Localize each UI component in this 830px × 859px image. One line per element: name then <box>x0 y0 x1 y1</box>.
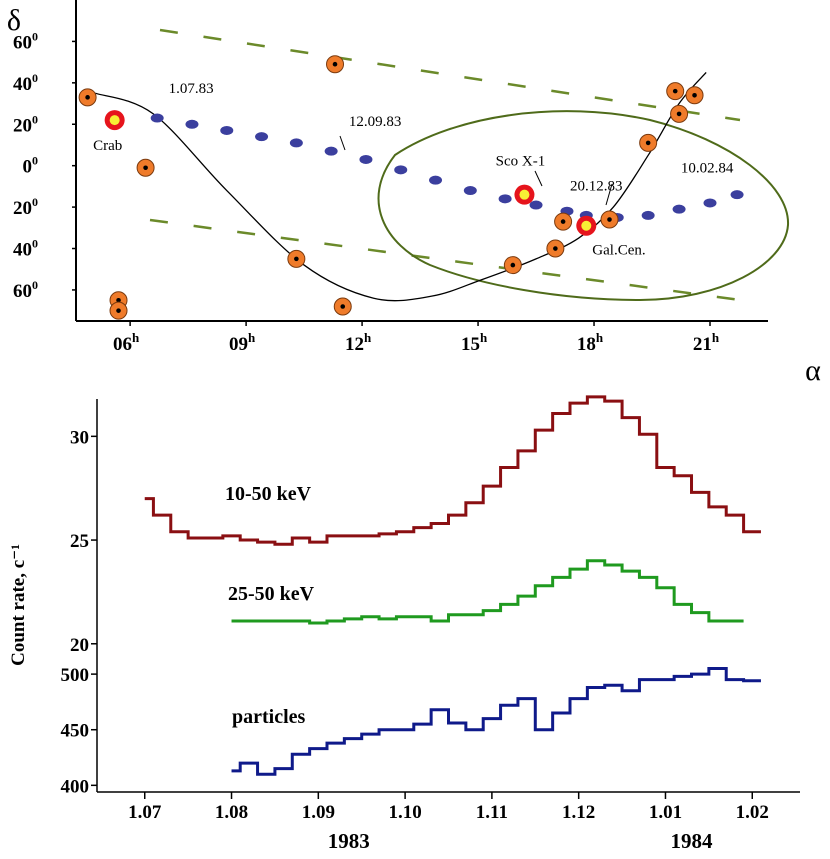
source-marker <box>333 297 352 316</box>
series-line <box>231 667 761 776</box>
track-point <box>498 194 512 204</box>
sky-map: 1.07.83 12.09.83 20.12.83 10.02.84 Crab Sco … <box>7 0 821 387</box>
rate-x-tick-label: 1.02 <box>736 802 769 823</box>
source-marker <box>554 212 573 231</box>
series-labels: 10-50 keV 25-50 keV particles <box>225 483 315 728</box>
x-tick-label: 12h <box>345 330 372 355</box>
series-line <box>144 395 761 546</box>
track-point <box>359 154 373 164</box>
rate-y-tick-label: 400 <box>61 776 90 797</box>
rate-x-tick-label: 1.12 <box>562 802 595 823</box>
track-date-label: 1.07.83 <box>169 81 214 97</box>
rate-y-tick-label: 20 <box>70 635 89 656</box>
source-marker <box>600 210 619 229</box>
track-point <box>394 165 408 175</box>
track-labels: 1.07.83 12.09.83 20.12.83 10.02.84 <box>169 81 734 194</box>
track-point <box>324 146 338 156</box>
series-label: 10-50 keV <box>225 483 312 505</box>
bright-source-marker <box>104 110 125 131</box>
y-tick-label: 400 <box>13 237 38 261</box>
track-point <box>730 190 744 200</box>
rate-y-tick-label: 30 <box>70 427 89 448</box>
source-marker <box>546 239 565 258</box>
x-tick-label: 21h <box>693 330 720 355</box>
source-marker <box>666 82 685 101</box>
callout-lines <box>339 135 613 206</box>
rate-y-ticks: 30 25 20 500 450 400 <box>61 427 97 797</box>
rate-x-ticks: 1.07 1.08 1.09 1.10 1.11 1.12 1.01 1.02 <box>128 792 769 823</box>
year-label: 1984 <box>671 829 714 853</box>
rate-x-tick-label: 1.10 <box>388 802 421 823</box>
rate-x-tick-label: 1.11 <box>476 802 508 823</box>
bright-source-markers <box>104 110 597 236</box>
track-date-label: 10.02.84 <box>681 161 734 177</box>
bright-source-marker <box>514 184 535 205</box>
rate-series <box>144 395 761 776</box>
year-labels: 1983 1984 <box>328 829 713 853</box>
bright-source-marker <box>576 215 597 236</box>
y-tick-label: 600 <box>13 278 38 302</box>
bright-source-label: Sco X-1 <box>496 154 546 170</box>
rate-x-tick-label: 1.08 <box>215 802 248 823</box>
rate-y-tick-label: 450 <box>61 721 90 742</box>
count-rate-chart: 30 25 20 500 450 400 1.07 1.08 1.09 1.10 1.11 1.12… <box>8 395 800 853</box>
bright-source-label: Gal.Cen. <box>592 243 645 259</box>
track-point <box>529 200 543 210</box>
rate-y-tick-label: 25 <box>70 531 89 552</box>
x-tick-label: 06h <box>113 330 140 355</box>
bright-source-label: Crab <box>93 138 122 154</box>
year-label: 1983 <box>328 829 370 853</box>
source-marker <box>287 249 306 268</box>
source-marker <box>78 88 97 107</box>
track-point <box>255 132 269 142</box>
track-point <box>703 198 717 208</box>
x-tick-label: 18h <box>577 330 604 355</box>
track-date-label: 12.09.83 <box>349 114 402 130</box>
series-label: particles <box>232 706 306 728</box>
track-date-label: 20.12.83 <box>570 178 623 194</box>
source-marker <box>670 104 689 123</box>
sky-contour <box>377 110 790 302</box>
rate-y-axis-label: Count rate, c⁻¹ <box>8 544 29 666</box>
rate-y-tick-label: 500 <box>61 665 90 686</box>
source-marker <box>136 158 155 177</box>
series-label: 25-50 keV <box>228 583 315 605</box>
y-tick-label: 00 <box>23 154 39 178</box>
track-point <box>220 125 234 135</box>
sky-curve <box>95 72 707 302</box>
rate-x-tick-label: 1.01 <box>649 802 682 823</box>
source-marker <box>326 55 345 74</box>
track-point <box>185 119 199 129</box>
sky-dashes <box>149 28 741 302</box>
sky-y-axis-label: δ <box>7 4 21 37</box>
source-marker <box>639 133 658 152</box>
sky-x-axis-label: α <box>805 354 821 387</box>
source-markers <box>78 55 704 320</box>
track-point <box>150 113 164 123</box>
source-marker <box>685 86 704 105</box>
track-point <box>672 204 686 214</box>
bright-source-labels: Crab Sco X-1 Gal.Cen. <box>93 138 646 259</box>
rate-x-tick-label: 1.07 <box>128 802 162 823</box>
track-point <box>429 175 443 185</box>
x-tick-label: 15h <box>461 330 488 355</box>
y-tick-label: 200 <box>13 195 38 219</box>
track-point <box>641 210 655 220</box>
y-tick-label: 400 <box>13 71 38 95</box>
series-line <box>231 559 744 625</box>
track-point <box>289 138 303 148</box>
sky-x-ticks: 06h 09h 12h 15h 18h 21h <box>113 321 720 355</box>
y-tick-label: 200 <box>13 112 38 136</box>
track-point <box>463 186 477 196</box>
rate-x-tick-label: 1.09 <box>302 802 335 823</box>
source-marker <box>503 256 522 275</box>
x-tick-label: 09h <box>229 330 256 355</box>
source-marker <box>109 301 128 320</box>
